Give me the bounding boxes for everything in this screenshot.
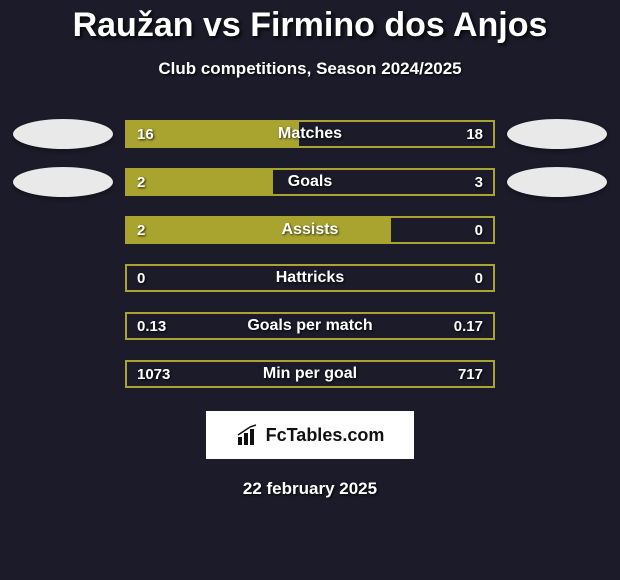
stat-right-value: 18 — [466, 122, 483, 146]
stat-bar: 0.13Goals per match0.17 — [125, 312, 495, 340]
left-badge — [13, 119, 113, 149]
badge-spacer — [507, 359, 607, 389]
stat-label: Min per goal — [127, 362, 493, 386]
badge-spacer — [13, 359, 113, 389]
page-title: Raužan vs Firmino dos Anjos — [73, 6, 548, 45]
stat-right-value: 0 — [475, 218, 483, 242]
stat-bar: 1073Min per goal717 — [125, 360, 495, 388]
stat-label: Hattricks — [127, 266, 493, 290]
stat-left-value: 0.13 — [137, 314, 166, 338]
stat-bar: 16Matches18 — [125, 120, 495, 148]
badge-spacer — [507, 215, 607, 245]
subtitle: Club competitions, Season 2024/2025 — [158, 59, 461, 79]
badge-spacer — [13, 215, 113, 245]
stat-left-value: 1073 — [137, 362, 170, 386]
left-badge — [13, 167, 113, 197]
badge-spacer — [13, 263, 113, 293]
stat-right-value: 3 — [475, 170, 483, 194]
right-badge — [507, 167, 607, 197]
stat-left-value: 0 — [137, 266, 145, 290]
stat-left-value: 2 — [137, 170, 145, 194]
stat-bar-fill — [127, 218, 391, 242]
badge-spacer — [507, 263, 607, 293]
stat-right-value: 0 — [475, 266, 483, 290]
stat-left-value: 16 — [137, 122, 154, 146]
date-text: 22 february 2025 — [243, 479, 377, 499]
stat-right-value: 717 — [458, 362, 483, 386]
stat-bar: 2Assists0 — [125, 216, 495, 244]
comparison-infographic: Raužan vs Firmino dos Anjos Club competi… — [0, 0, 620, 580]
stat-row: 2Goals3 — [0, 167, 620, 197]
badge-spacer — [13, 311, 113, 341]
stat-right-value: 0.17 — [454, 314, 483, 338]
stat-bar: 0Hattricks0 — [125, 264, 495, 292]
right-badge — [507, 119, 607, 149]
stat-label: Goals per match — [127, 314, 493, 338]
stat-bar: 2Goals3 — [125, 168, 495, 196]
badge-spacer — [507, 311, 607, 341]
bar-chart-icon — [236, 423, 260, 447]
stat-row: 16Matches18 — [0, 119, 620, 149]
brand-text: FcTables.com — [266, 425, 385, 446]
stats-container: 16Matches182Goals32Assists00Hattricks00.… — [0, 119, 620, 389]
stat-row: 1073Min per goal717 — [0, 359, 620, 389]
stat-row: 2Assists0 — [0, 215, 620, 245]
stat-bar-fill — [127, 170, 273, 194]
stat-row: 0.13Goals per match0.17 — [0, 311, 620, 341]
stat-row: 0Hattricks0 — [0, 263, 620, 293]
stat-left-value: 2 — [137, 218, 145, 242]
brand-logo: FcTables.com — [206, 411, 414, 459]
